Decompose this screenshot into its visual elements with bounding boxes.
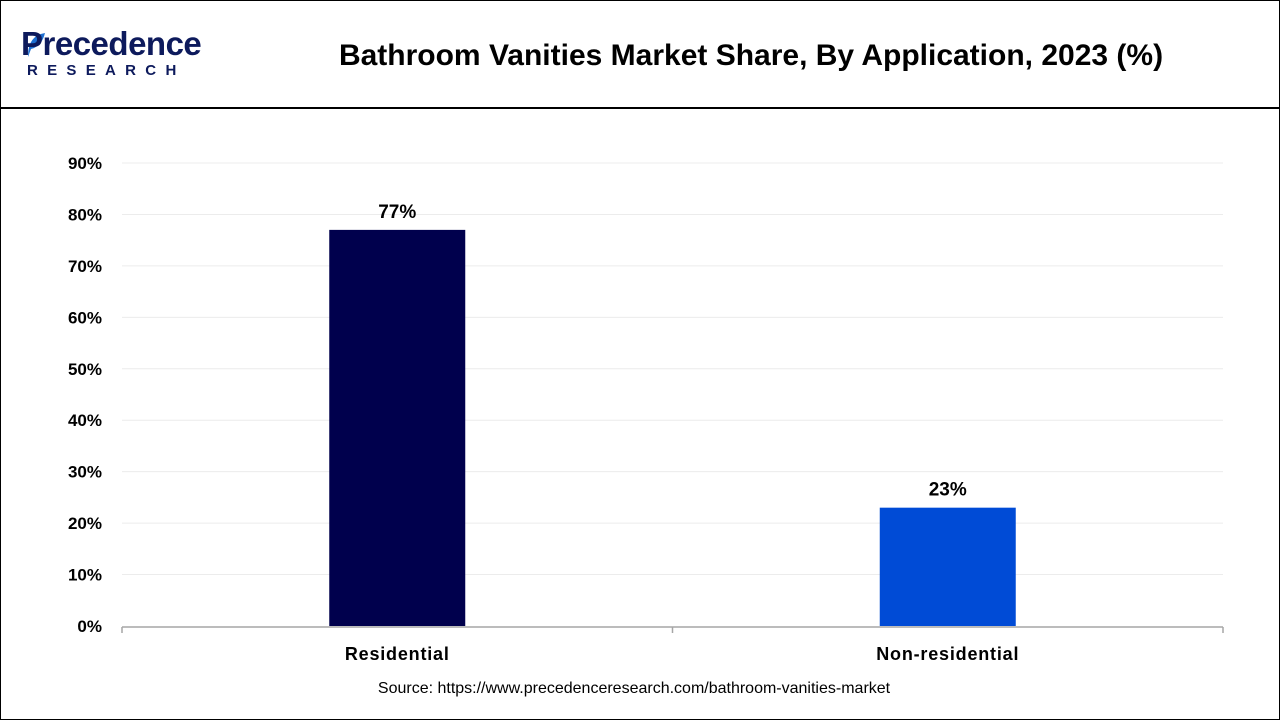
y-tick-label: 50% <box>68 360 102 379</box>
bar-non-residential <box>879 507 1016 626</box>
leaf-icon <box>28 33 45 57</box>
brand-logo: Precedence RESEARCH <box>21 25 221 85</box>
source-note: Source: https://www.precedenceresearch.c… <box>377 680 891 697</box>
y-tick-label: 30% <box>68 463 102 482</box>
y-tick-label: 40% <box>68 411 102 430</box>
chart-title: Bathroom Vanities Market Share, By Appli… <box>338 39 1164 72</box>
header: Precedence RESEARCH Bathroom Vanities Ma… <box>1 1 1279 109</box>
brand-name-top: Precedence <box>21 25 202 62</box>
x-tick-label: Non-residential <box>876 644 1019 664</box>
y-tick-label: 10% <box>68 566 102 585</box>
data-label: 23% <box>929 480 967 501</box>
y-tick-label: 20% <box>68 514 102 533</box>
y-tick-label: 70% <box>68 257 102 276</box>
brand-name-bottom: RESEARCH <box>27 62 186 79</box>
y-tick-label: 90% <box>68 154 102 173</box>
y-tick-label: 0% <box>77 617 102 636</box>
data-label: 77% <box>378 202 416 223</box>
y-tick-label: 60% <box>68 308 102 327</box>
x-tick-label: Residential <box>345 644 450 664</box>
y-tick-label: 80% <box>68 205 102 224</box>
bar-residential <box>329 229 466 626</box>
